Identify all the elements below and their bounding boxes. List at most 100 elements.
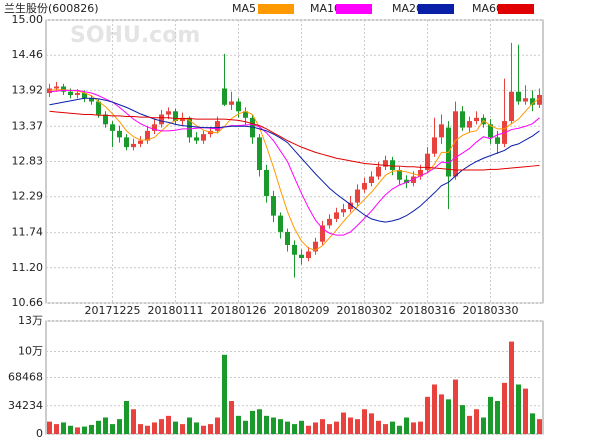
volume-bar bbox=[82, 426, 87, 434]
volume-bar bbox=[411, 422, 416, 434]
candle-body bbox=[397, 169, 402, 180]
candle-body bbox=[474, 117, 479, 122]
candle-body bbox=[173, 111, 178, 122]
candle-body bbox=[89, 98, 94, 102]
candle-body bbox=[516, 91, 521, 102]
candle-body bbox=[180, 117, 185, 122]
candle-body bbox=[460, 111, 465, 128]
y-tick-label: 13.37 bbox=[12, 119, 44, 132]
volume-bar bbox=[439, 394, 444, 434]
ma-line bbox=[49, 89, 540, 251]
x-tick-label: 20180302 bbox=[337, 304, 393, 317]
y-tick-label: 11.74 bbox=[12, 226, 44, 239]
x-tick-label: 20180209 bbox=[274, 304, 330, 317]
x-tick-label: 20171225 bbox=[85, 304, 141, 317]
legend-swatch bbox=[418, 4, 454, 14]
y-tick-label: 12.29 bbox=[12, 190, 44, 203]
y-tick-label: 13.92 bbox=[12, 83, 44, 96]
candle-body bbox=[418, 169, 423, 177]
candle-body bbox=[47, 88, 52, 94]
volume-bar bbox=[257, 409, 262, 434]
candle-body bbox=[362, 183, 367, 190]
candle-body bbox=[103, 114, 108, 125]
volume-bar bbox=[397, 425, 402, 434]
volume-bar bbox=[292, 424, 297, 434]
legend-swatch bbox=[336, 4, 372, 14]
volume-bar bbox=[152, 422, 157, 434]
candle-body bbox=[509, 91, 514, 122]
ma-line bbox=[49, 97, 540, 223]
legend-label: MA10 bbox=[310, 2, 341, 15]
volume-bar bbox=[383, 424, 388, 434]
candle-body bbox=[250, 117, 255, 138]
candle-body bbox=[390, 160, 395, 170]
legend-label: MA20 bbox=[392, 2, 423, 15]
volume-bar bbox=[446, 399, 451, 434]
volume-bar bbox=[250, 410, 255, 434]
volume-bar bbox=[390, 421, 395, 434]
y-tick-label: 15.00 bbox=[12, 13, 44, 26]
volume-bar bbox=[124, 400, 129, 434]
candle-body bbox=[432, 137, 437, 154]
candle-body bbox=[75, 93, 80, 95]
volume-bar bbox=[369, 413, 374, 434]
candle-body bbox=[376, 166, 381, 177]
volume-bar bbox=[537, 419, 542, 434]
candle-body bbox=[313, 241, 318, 252]
volume-bar bbox=[131, 409, 136, 434]
candle-body bbox=[236, 101, 241, 112]
candle-body bbox=[264, 169, 269, 197]
volume-bar bbox=[530, 413, 535, 434]
candle-body bbox=[369, 176, 374, 184]
y-tick-label: 34234 bbox=[8, 399, 43, 412]
x-tick-label: 20180316 bbox=[400, 304, 456, 317]
volume-bar bbox=[509, 341, 514, 434]
candle-body bbox=[96, 101, 101, 115]
candle-body bbox=[348, 202, 353, 210]
legend: MA5 MA10 MA20 MA60 bbox=[232, 2, 534, 15]
volume-bar bbox=[47, 421, 52, 434]
candle-body bbox=[292, 244, 297, 255]
candle-body bbox=[187, 117, 192, 138]
candle-body bbox=[467, 121, 472, 128]
candle-body bbox=[488, 124, 493, 138]
candle-body bbox=[299, 254, 304, 259]
volume-bar bbox=[208, 424, 213, 434]
y-tick-label: 0 bbox=[36, 427, 43, 440]
volume-bar bbox=[376, 420, 381, 434]
candle-body bbox=[61, 86, 66, 92]
legend-swatch bbox=[258, 4, 294, 14]
candle-body bbox=[110, 124, 115, 131]
volume-bar bbox=[523, 388, 528, 434]
volume-bar bbox=[502, 382, 507, 434]
volume-bar bbox=[201, 425, 206, 434]
volume-bar bbox=[243, 420, 248, 434]
volume-bar bbox=[68, 425, 73, 434]
legend-swatch bbox=[498, 4, 534, 14]
candle-body bbox=[530, 98, 535, 105]
y-tick-label: 13万 bbox=[18, 314, 43, 327]
volume-bar bbox=[425, 396, 430, 434]
candle-body bbox=[523, 98, 528, 102]
candle-body bbox=[54, 86, 59, 89]
candle-body bbox=[159, 114, 164, 125]
volume-bar bbox=[215, 417, 220, 434]
x-tick-label: 20180126 bbox=[211, 304, 267, 317]
y-tick-label: 68468 bbox=[8, 371, 43, 384]
volume-bar bbox=[418, 421, 423, 434]
volume-bar bbox=[54, 424, 59, 434]
candle-body bbox=[201, 134, 206, 141]
volume-bar bbox=[194, 422, 199, 434]
volume-bar bbox=[481, 417, 486, 434]
volume-bar bbox=[61, 422, 66, 434]
candle-body bbox=[306, 251, 311, 259]
volume-bar bbox=[306, 425, 311, 434]
candle-body bbox=[152, 124, 157, 131]
legend-label: MA60 bbox=[472, 2, 503, 15]
volume-bar bbox=[271, 417, 276, 434]
volume-bar bbox=[173, 421, 178, 434]
y-tick-label: 12.83 bbox=[12, 155, 44, 168]
ma-line bbox=[49, 110, 540, 171]
volume-bar bbox=[159, 419, 164, 434]
